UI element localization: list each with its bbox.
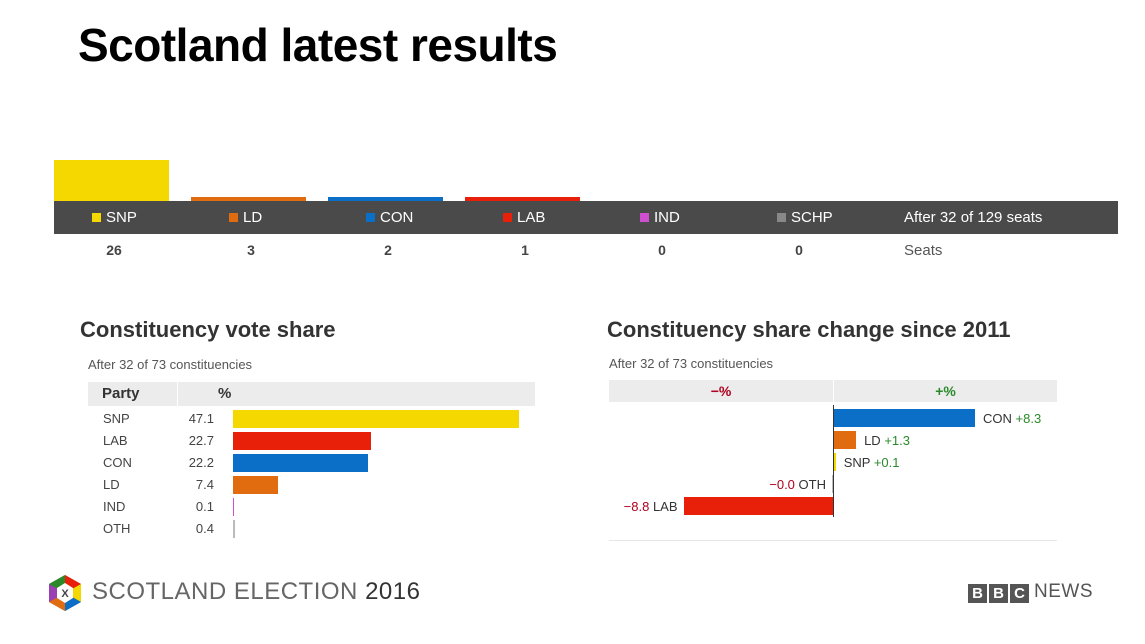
page-title: Scotland latest results — [78, 19, 558, 71]
party-column-header: Party — [102, 385, 140, 402]
vote-share-party-label: OTH — [103, 521, 131, 536]
seat-bar-con — [328, 197, 443, 201]
seat-bar-snp — [54, 160, 169, 201]
legend-label: SCHP — [791, 209, 833, 226]
bbc-letter: B — [989, 584, 1008, 603]
change-bar-con — [834, 409, 975, 427]
vote-share-title: Constituency vote share — [80, 317, 336, 342]
change-bar-oth — [832, 475, 833, 493]
legend-swatch — [503, 213, 512, 222]
zero-axis — [833, 405, 834, 517]
legend-item-lab: LAB — [503, 201, 545, 234]
vote-share-value-label: 22.2 — [188, 455, 214, 470]
legend-swatch — [640, 213, 649, 222]
logo-letter: X — [61, 588, 69, 600]
bbc-news-logo: B B C NEWS — [968, 581, 1093, 603]
vote-share-bar-ld — [233, 476, 278, 494]
election-text: SCOTLAND ELECTION — [92, 578, 358, 605]
change-label-ld: LD +1.3 — [864, 433, 910, 448]
bbc-letter: B — [968, 584, 987, 603]
seats-progress-label: After 32 of 129 seats — [904, 209, 1043, 226]
change-bar-ld — [834, 431, 857, 449]
vote-share-value-label: 22.7 — [188, 433, 214, 448]
seat-count-ld: 3 — [247, 242, 255, 258]
vote-share-value-label: 47.1 — [188, 411, 214, 426]
legend-label: LAB — [517, 209, 546, 226]
vote-share-party-label: CON — [103, 455, 132, 470]
seat-count-snp: 26 — [106, 242, 122, 258]
seat-count-schp: 0 — [795, 242, 803, 258]
vote-share-bar-lab — [233, 432, 371, 450]
bbc-letter: C — [1010, 584, 1029, 603]
vote-share-party-label: SNP — [103, 411, 130, 426]
vote-share-value-label: 0.4 — [195, 521, 214, 536]
vote-share-party-label: LD — [103, 477, 120, 492]
legend-label: CON — [380, 209, 414, 226]
legend-swatch — [229, 213, 238, 222]
vote-share-value-label: 7.4 — [195, 477, 214, 492]
share-change-title: Constituency share change since 2011 — [607, 317, 1011, 342]
party-legend-strip: After 32 of 129 seats SNP LD CON LAB IND SCHP — [54, 201, 1118, 234]
seat-bar-lab — [465, 197, 580, 201]
election-year: 2016 — [365, 578, 421, 605]
divider — [609, 540, 1057, 541]
change-bar-snp — [834, 453, 836, 471]
percent-column-header: % — [218, 385, 232, 402]
negative-header: −% — [710, 383, 732, 399]
change-bar-lab — [683, 497, 833, 515]
legend-swatch — [92, 213, 101, 222]
legend-swatch — [366, 213, 375, 222]
seat-count-con: 2 — [384, 242, 392, 258]
legend-label: IND — [654, 209, 680, 226]
vote-share-bar-con — [233, 454, 368, 472]
share-change-subtitle: After 32 of 73 constituencies — [609, 356, 774, 371]
legend-item-con: CON — [366, 201, 413, 234]
news-wordmark: NEWS — [1034, 581, 1093, 602]
seat-bar-chart — [54, 140, 1118, 201]
legend-item-snp: SNP — [92, 201, 137, 234]
legend-label: LD — [243, 209, 263, 226]
seats-unit-label: Seats — [904, 242, 943, 259]
seat-bar-ld — [191, 197, 306, 201]
election-logo-icon: X — [49, 575, 81, 611]
change-label-oth: −0.0 OTH — [769, 477, 826, 492]
seat-count-lab: 1 — [521, 242, 529, 258]
legend-item-ld: LD — [229, 201, 262, 234]
legend-item-schp: SCHP — [777, 201, 833, 234]
vote-share-value-label: 0.1 — [195, 499, 214, 514]
election-brand: SCOTLAND ELECTION 2016 — [92, 578, 420, 606]
change-label-con: CON +8.3 — [983, 411, 1042, 426]
change-label-snp: SNP +0.1 — [843, 455, 900, 470]
vote-share-bar-snp — [233, 410, 519, 428]
vote-share-party-label: LAB — [103, 433, 128, 448]
share-change-header: −% +% — [609, 380, 1057, 402]
seat-count-ind: 0 — [658, 242, 666, 258]
legend-label: SNP — [106, 209, 137, 226]
legend-swatch — [777, 213, 786, 222]
legend-item-ind: IND — [640, 201, 680, 234]
positive-header: +% — [935, 383, 956, 399]
vote-share-subtitle: After 32 of 73 constituencies — [88, 357, 253, 372]
vote-share-header: Party % — [88, 382, 535, 406]
change-label-lab: −8.8 LAB — [623, 499, 678, 514]
vote-share-bar-oth — [233, 520, 236, 538]
vote-share-bar-ind — [233, 498, 234, 516]
vote-share-party-label: IND — [103, 499, 126, 514]
